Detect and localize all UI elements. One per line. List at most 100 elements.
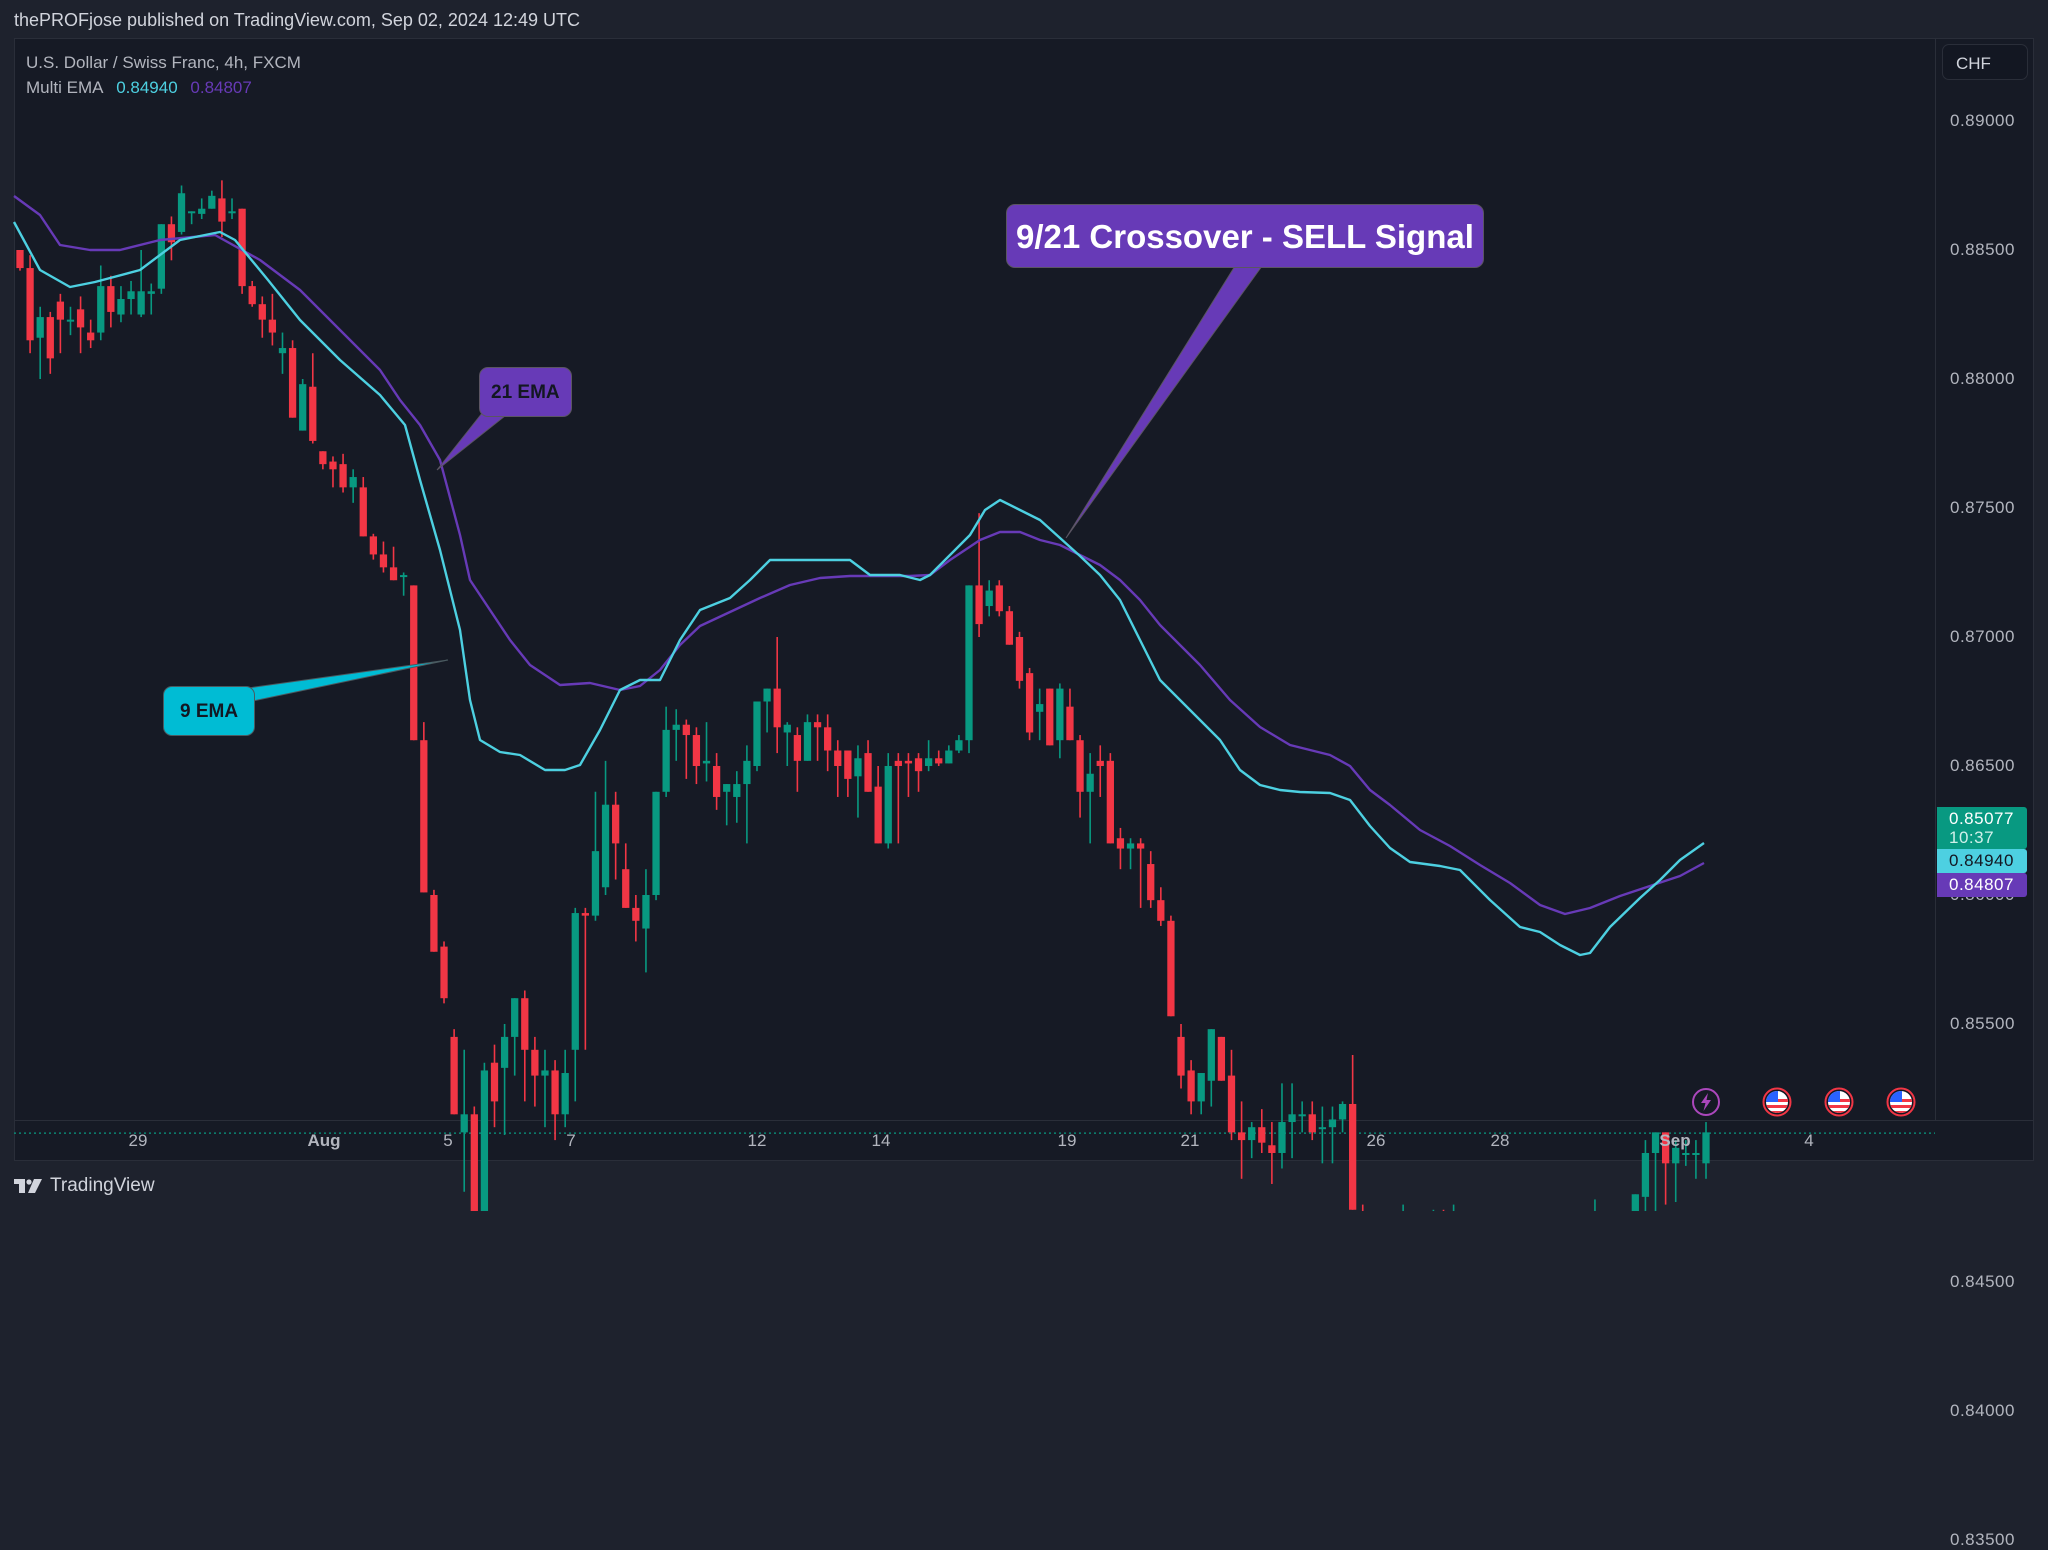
- candlestick-plot[interactable]: [0, 0, 2048, 1211]
- candle: [46, 311, 54, 374]
- time-axis-label: 5: [443, 1131, 453, 1150]
- candle: [56, 293, 65, 354]
- ema21-callout[interactable]: 21 EMA: [479, 367, 572, 417]
- candle: [177, 185, 186, 235]
- us-flag-event-icon[interactable]: [1762, 1087, 1792, 1117]
- chart-legend: U.S. Dollar / Swiss Franc, 4h, FXCM Mult…: [26, 50, 301, 100]
- candle: [1157, 887, 1165, 926]
- candle: [490, 1044, 499, 1128]
- candle: [127, 280, 135, 315]
- candle: [87, 319, 95, 349]
- price-axis-label: 0.88000: [1950, 369, 2015, 388]
- currency-button[interactable]: CHF: [1942, 44, 2028, 80]
- ema21-legend-value: 0.84807: [190, 78, 252, 97]
- ema9-legend-value: 0.84940: [116, 78, 178, 97]
- candle: [440, 941, 448, 1004]
- time-axis-label: 26: [1366, 1131, 1386, 1150]
- indicator-name[interactable]: Multi EMA: [26, 78, 104, 97]
- candle: [1672, 1140, 1680, 1203]
- candle: [1116, 827, 1125, 870]
- ema21-price-tag: 0.84807: [1937, 873, 2027, 897]
- candle: [16, 250, 24, 271]
- candle: [329, 456, 337, 488]
- candle: [1187, 1060, 1195, 1115]
- candle: [66, 306, 75, 336]
- candle: [904, 753, 913, 797]
- candle: [652, 791, 660, 901]
- candle: [288, 340, 297, 418]
- candle: [1025, 667, 1034, 741]
- candle: [299, 379, 307, 431]
- tradingview-logo[interactable]: TradingView: [14, 1175, 155, 1197]
- candle: [1147, 851, 1155, 908]
- candle: [945, 745, 953, 764]
- candle: [369, 533, 377, 560]
- lightning-event-icon[interactable]: [1691, 1087, 1721, 1117]
- candle: [1258, 1109, 1266, 1153]
- candle: [1248, 1122, 1256, 1159]
- candle: [803, 714, 812, 761]
- candle: [1349, 1054, 1357, 1210]
- candle: [692, 727, 701, 785]
- candle: [1005, 606, 1014, 645]
- candle: [531, 1036, 539, 1107]
- symbol-description[interactable]: U.S. Dollar / Swiss Franc, 4h, FXCM: [26, 53, 301, 72]
- candle: [985, 580, 993, 617]
- candle: [1308, 1101, 1316, 1141]
- candle: [1661, 1132, 1670, 1205]
- candle: [1237, 1101, 1246, 1179]
- candle: [430, 889, 438, 952]
- us-flag-event-icon[interactable]: [1886, 1087, 1916, 1117]
- candle: [672, 709, 680, 761]
- candle: [702, 722, 711, 782]
- price-axis-label: 0.87000: [1950, 627, 2015, 646]
- candle: [965, 585, 973, 754]
- candle: [1015, 631, 1024, 689]
- time-axis-label: 21: [1180, 1131, 1200, 1150]
- candle: [349, 469, 357, 503]
- candle: [137, 250, 145, 318]
- candle: [1298, 1101, 1306, 1133]
- candle: [187, 211, 196, 225]
- us-flag-event-icon[interactable]: [1824, 1087, 1854, 1117]
- candle: [571, 907, 579, 1102]
- candle: [420, 722, 428, 893]
- candle: [783, 722, 791, 766]
- tradingview-logo-icon: [14, 1179, 42, 1193]
- candle: [1137, 838, 1145, 908]
- candle: [460, 1049, 468, 1192]
- candle: [1126, 838, 1135, 870]
- candle: [339, 453, 347, 493]
- candle: [319, 451, 327, 470]
- price-axis-label: 0.87500: [1950, 498, 2015, 517]
- candle: [1288, 1083, 1296, 1159]
- brand-name: TradingView: [50, 1175, 155, 1196]
- price-axis-label: 0.85500: [1950, 1014, 2015, 1033]
- candle: [834, 740, 842, 797]
- callout-pointers: [247, 265, 1263, 703]
- price-axis-label: 0.84500: [1950, 1272, 2015, 1291]
- candle: [622, 843, 630, 908]
- time-axis-label: Sep: [1659, 1131, 1691, 1150]
- time-axis-label: 14: [871, 1131, 891, 1150]
- candle: [1207, 1029, 1215, 1107]
- ema9-callout[interactable]: 9 EMA: [163, 686, 256, 736]
- candle: [884, 753, 892, 849]
- candle: [1197, 1073, 1205, 1115]
- ema21-callout-pointer: [436, 411, 512, 471]
- candle: [228, 198, 236, 220]
- time-axis-label: 7: [566, 1131, 576, 1150]
- last-price-value: 0.85077: [1949, 809, 2014, 828]
- candle: [601, 760, 610, 895]
- sell-signal-callout[interactable]: 9/21 Crossover - SELL Signal: [1006, 204, 1484, 268]
- time-axis-label: 29: [128, 1131, 148, 1150]
- candle: [208, 190, 216, 209]
- candle: [682, 719, 690, 779]
- time-axis-divider: [14, 1120, 2034, 1121]
- price-axis-label: 0.88500: [1950, 240, 2015, 259]
- candle: [1682, 1140, 1690, 1166]
- candle: [1641, 1140, 1650, 1211]
- price-axis-divider: [1935, 38, 1936, 1121]
- last-price-tag: 0.85077 10:37: [1937, 807, 2027, 849]
- candle: [1268, 1122, 1276, 1184]
